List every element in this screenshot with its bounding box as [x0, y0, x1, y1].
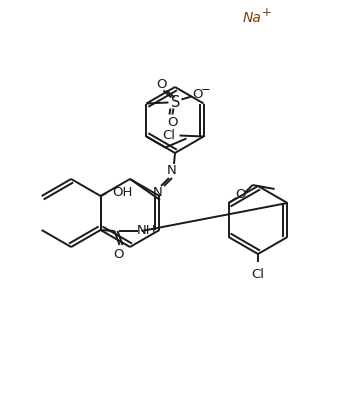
- Text: S: S: [171, 95, 180, 110]
- Text: O: O: [156, 78, 167, 91]
- Text: +: +: [262, 6, 272, 20]
- Text: O: O: [192, 88, 203, 101]
- Text: O: O: [113, 248, 124, 261]
- Text: OH: OH: [112, 187, 133, 199]
- Text: N: N: [153, 187, 163, 199]
- Text: O: O: [167, 116, 178, 129]
- Text: Cl: Cl: [163, 129, 176, 142]
- Text: O: O: [235, 189, 246, 201]
- Text: N: N: [167, 164, 177, 178]
- Text: NH: NH: [137, 224, 156, 238]
- Text: −: −: [201, 83, 210, 96]
- Text: Cl: Cl: [252, 268, 265, 281]
- Text: Na: Na: [243, 11, 262, 25]
